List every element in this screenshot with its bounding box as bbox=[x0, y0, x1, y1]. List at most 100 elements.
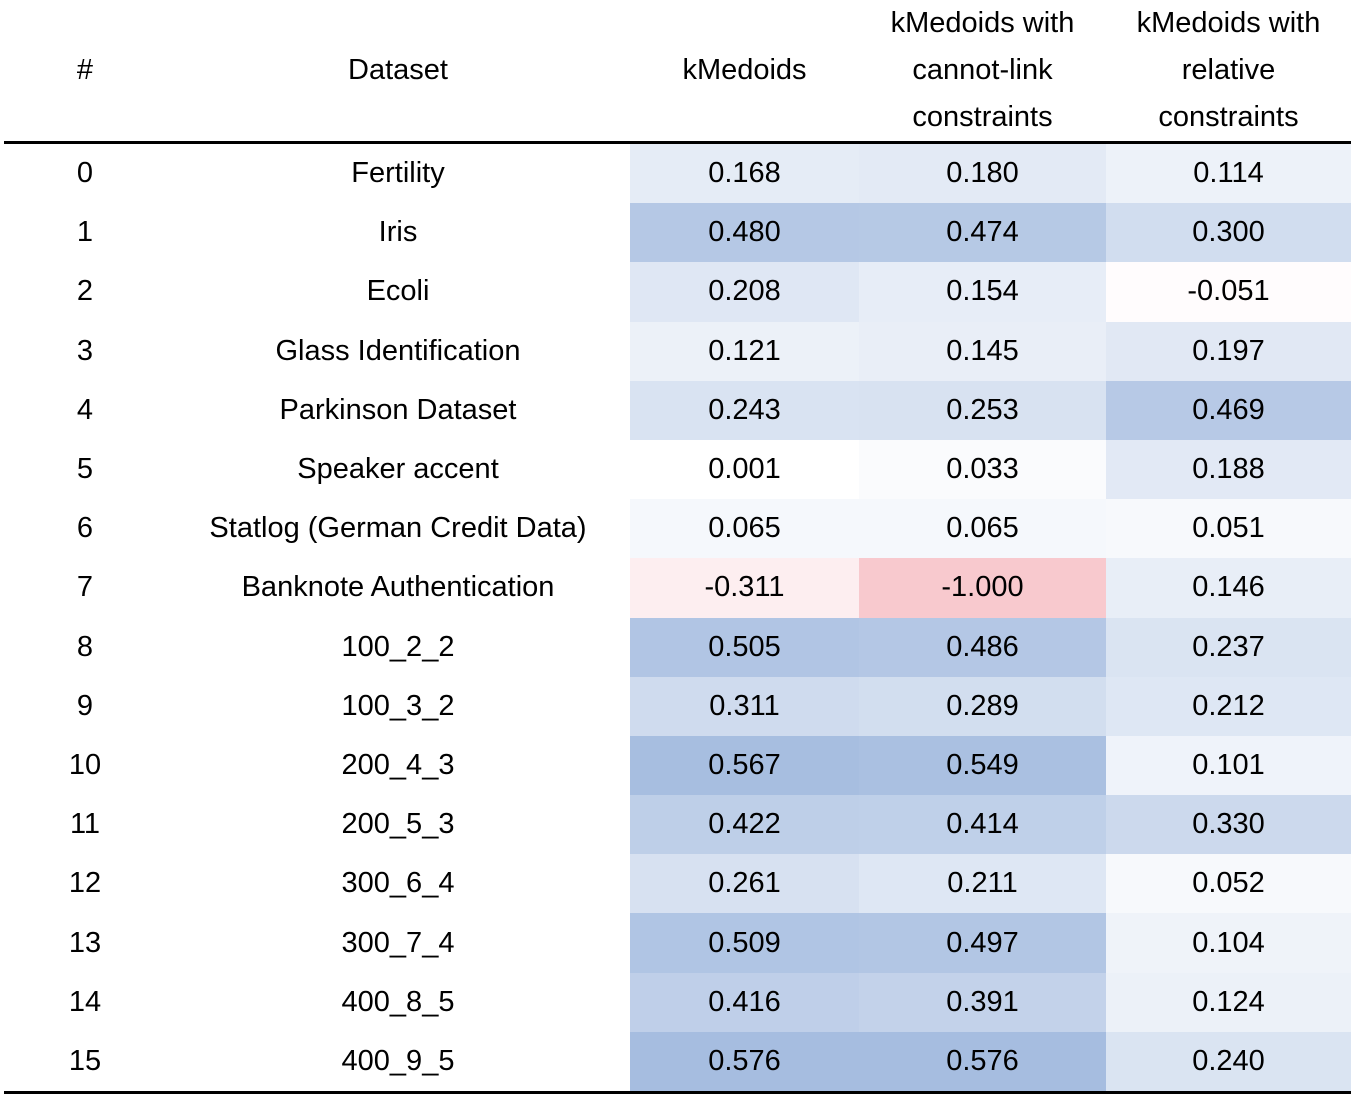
table-row: 0 Fertility 0.168 0.180 0.114 bbox=[4, 142, 1351, 204]
row-index: 8 bbox=[76, 630, 94, 663]
row-index: 0 bbox=[76, 157, 94, 190]
kmedoids-cannot-link-value: 0.497 bbox=[859, 913, 1106, 973]
kmedoids-value: 0.567 bbox=[630, 735, 859, 796]
kmedoids-value: 0.311 bbox=[630, 676, 859, 736]
kmedoids-cannot-link-value: 0.391 bbox=[859, 972, 1106, 1032]
row-index: 2 bbox=[76, 275, 94, 308]
kmedoids-cannot-link-value: 0.474 bbox=[859, 203, 1106, 263]
table-row: 1 Iris 0.480 0.474 0.300 bbox=[4, 203, 1351, 263]
dataset-name: Fertility bbox=[351, 157, 445, 190]
header-idx: # bbox=[4, 0, 166, 144]
kmedoids-relative-value: 0.146 bbox=[1106, 558, 1351, 618]
kmedoids-value: 0.261 bbox=[630, 854, 859, 914]
row-index: 4 bbox=[76, 393, 94, 426]
table-row: 15 400_9_5 0.576 0.576 0.240 bbox=[4, 1031, 1351, 1094]
kmedoids-relative-value: 0.114 bbox=[1106, 142, 1351, 204]
table-row: 4 Parkinson Dataset 0.243 0.253 0.469 bbox=[4, 380, 1351, 440]
kmedoids-value: 0.001 bbox=[630, 439, 859, 500]
table-row: 3 Glass Identification 0.121 0.145 0.197 bbox=[4, 321, 1351, 381]
kmedoids-cannot-link-value: 0.576 bbox=[859, 1031, 1106, 1094]
row-index: 5 bbox=[76, 453, 94, 486]
dataset-name: Parkinson Dataset bbox=[279, 393, 517, 426]
header-line: constraints bbox=[1158, 101, 1299, 133]
kmedoids-relative-value: 0.104 bbox=[1106, 913, 1351, 973]
dataset-name: 200_4_3 bbox=[341, 748, 455, 781]
kmedoids-value: 0.480 bbox=[630, 203, 859, 263]
header-row: # Dataset kMedoids kMedoids with cannot-l… bbox=[4, 0, 1351, 144]
row-index: 7 bbox=[76, 571, 94, 604]
header-line: relative bbox=[1181, 54, 1276, 86]
kmedoids-value: 0.422 bbox=[630, 795, 859, 855]
kmedoids-cannot-link-value: 0.211 bbox=[859, 854, 1106, 914]
kmedoids-value: 0.505 bbox=[630, 617, 859, 677]
table-row: 9 100_3_2 0.311 0.289 0.212 bbox=[4, 676, 1351, 736]
kmedoids-cannot-link-value: 0.549 bbox=[859, 735, 1106, 796]
kmedoids-relative-value: 0.300 bbox=[1106, 203, 1351, 263]
table-row: 7 Banknote Authentication -0.311 -1.000 0.14… bbox=[4, 558, 1351, 618]
kmedoids-relative-value: 0.197 bbox=[1106, 321, 1351, 381]
kmedoids-cannot-link-value: 0.414 bbox=[859, 795, 1106, 855]
row-index: 3 bbox=[76, 334, 94, 367]
kmedoids-relative-value: 0.237 bbox=[1106, 617, 1351, 677]
table-row: 14 400_8_5 0.416 0.391 0.124 bbox=[4, 972, 1351, 1032]
dataset-name: 300_6_4 bbox=[341, 867, 455, 900]
table-row: 12 300_6_4 0.261 0.211 0.052 bbox=[4, 854, 1351, 914]
dataset-name: Iris bbox=[378, 216, 418, 249]
table-row: 2 Ecoli 0.208 0.154 -0.051 bbox=[4, 262, 1351, 322]
kmedoids-value: -0.311 bbox=[630, 558, 859, 618]
header-line: # bbox=[76, 54, 94, 86]
dataset-name: 400_8_5 bbox=[341, 985, 455, 1018]
kmedoids-value: 0.065 bbox=[630, 499, 859, 559]
table-row: 5 Speaker accent 0.001 0.033 0.188 bbox=[4, 439, 1351, 500]
kmedoids-value: 0.168 bbox=[630, 142, 859, 204]
row-index: 12 bbox=[68, 867, 102, 900]
kmedoids-relative-value: 0.240 bbox=[1106, 1031, 1351, 1094]
row-index: 11 bbox=[69, 808, 101, 841]
header-line: Dataset bbox=[348, 54, 448, 86]
kmedoids-value: 0.208 bbox=[630, 262, 859, 322]
kmedoids-value: 0.121 bbox=[630, 321, 859, 381]
row-index: 10 bbox=[68, 748, 102, 781]
dataset-name: Statlog (German Credit Data) bbox=[209, 512, 587, 545]
header-line: kMedoids bbox=[682, 54, 807, 86]
kmedoids-relative-value: -0.051 bbox=[1106, 262, 1351, 322]
dataset-name: 100_2_2 bbox=[341, 630, 455, 663]
row-index: 14 bbox=[68, 985, 102, 1018]
table-row: 13 300_7_4 0.509 0.497 0.104 bbox=[4, 913, 1351, 973]
dataset-name: Banknote Authentication bbox=[241, 571, 555, 604]
kmedoids-relative-value: 0.052 bbox=[1106, 854, 1351, 914]
dataset-name: Glass Identification bbox=[275, 334, 521, 367]
kmedoids-cannot-link-value: 0.486 bbox=[859, 617, 1106, 677]
header-kmedoids: kMedoids bbox=[630, 0, 859, 144]
dataset-name: 100_3_2 bbox=[341, 689, 455, 722]
kmedoids-cannot-link-value: 0.289 bbox=[859, 676, 1106, 736]
table-row: 6 Statlog (German Credit Data) 0.065 0.065 0… bbox=[4, 499, 1351, 559]
kmedoids-cannot-link-value: 0.154 bbox=[859, 262, 1106, 322]
kmedoids-relative-value: 0.212 bbox=[1106, 676, 1351, 736]
kmedoids-relative-value: 0.124 bbox=[1106, 972, 1351, 1032]
header-dataset: Dataset bbox=[166, 0, 630, 144]
dataset-name: Ecoli bbox=[366, 275, 430, 308]
results-table-container: # Dataset kMedoids kMedoids with cannot-l… bbox=[4, 0, 1351, 1094]
kmedoids-cannot-link-value: 0.065 bbox=[859, 499, 1106, 559]
header-kmedoids-cannot-link: kMedoids with cannot-link constraints bbox=[859, 0, 1106, 144]
kmedoids-relative-value: 0.469 bbox=[1106, 380, 1351, 440]
table-row: 10 200_4_3 0.567 0.549 0.101 bbox=[4, 735, 1351, 796]
header-line: kMedoids with bbox=[890, 7, 1075, 39]
table-body: 0 Fertility 0.168 0.180 0.114 1 Iris 0.480 0.474… bbox=[4, 142, 1351, 1094]
kmedoids-value: 0.576 bbox=[630, 1031, 859, 1094]
kmedoids-value: 0.509 bbox=[630, 913, 859, 973]
dataset-name: 200_5_3 bbox=[341, 808, 455, 841]
table-row: 8 100_2_2 0.505 0.486 0.237 bbox=[4, 617, 1351, 677]
kmedoids-cannot-link-value: 0.145 bbox=[859, 321, 1106, 381]
kmedoids-cannot-link-value: 0.180 bbox=[859, 142, 1106, 204]
table-row: 11 200_5_3 0.422 0.414 0.330 bbox=[4, 795, 1351, 855]
kmedoids-relative-value: 0.051 bbox=[1106, 499, 1351, 559]
row-index: 9 bbox=[76, 689, 94, 722]
kmedoids-relative-value: 0.101 bbox=[1106, 735, 1351, 796]
row-index: 1 bbox=[76, 216, 94, 249]
header-kmedoids-relative: kMedoids with relative constraints bbox=[1106, 0, 1351, 144]
dataset-name: Speaker accent bbox=[297, 453, 499, 486]
results-table: # Dataset kMedoids kMedoids with cannot-l… bbox=[4, 0, 1351, 1094]
header-line: kMedoids with bbox=[1136, 7, 1321, 39]
